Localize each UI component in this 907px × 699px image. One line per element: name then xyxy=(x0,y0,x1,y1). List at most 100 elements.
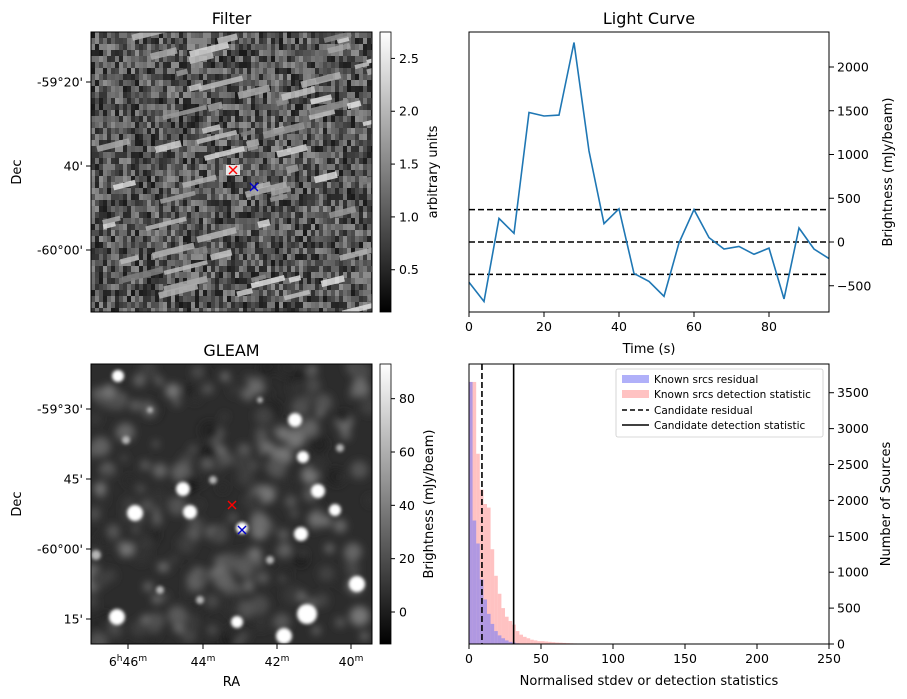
hist-bar-detection xyxy=(559,642,563,644)
lightcurve-ytick-label: 1500 xyxy=(837,103,869,118)
gleam-ytick-label: -60°00' xyxy=(37,542,83,557)
filter-marker-red xyxy=(228,165,238,175)
hist-bar-detection xyxy=(515,631,520,644)
gleam-colorbar-tick: 20 xyxy=(399,551,415,566)
histogram-ytick-label: 1000 xyxy=(837,565,869,580)
gleam-marker-red xyxy=(227,500,237,510)
lightcurve-xtick-label: 80 xyxy=(761,319,777,334)
hist-bar-detection xyxy=(530,639,534,644)
lightcurve-ytick-label: 2000 xyxy=(837,60,869,75)
filter-marker-blue xyxy=(249,182,259,192)
histogram-ytick-label: 500 xyxy=(837,601,861,616)
lightcurve-ytick-label: 0 xyxy=(837,235,845,250)
histogram-xlabel: Normalised stdev or detection statistics xyxy=(520,674,779,689)
hist-bar-detection xyxy=(494,575,498,644)
lightcurve-xtick-label: 0 xyxy=(465,319,473,334)
hist-bar-detection xyxy=(541,641,545,644)
gleam-xtick-label: 42m xyxy=(265,654,290,669)
hist-bar-residual xyxy=(476,543,480,644)
legend-label-candidate-detection: Candidate detection statistic xyxy=(654,420,806,432)
lightcurve-ytick-label: 500 xyxy=(837,191,861,206)
histogram-ytick-label: 1500 xyxy=(837,529,869,544)
histogram-xtick-label: 0 xyxy=(465,651,473,666)
gleam-colorbar-tick: 80 xyxy=(399,391,415,406)
hist-bar-detection xyxy=(497,593,502,644)
histogram-ytick-label: 3000 xyxy=(837,421,869,436)
hist-bar-detection xyxy=(562,642,567,644)
lightcurve-xlabel: Time (s) xyxy=(622,342,676,357)
hist-bar-residual xyxy=(508,641,513,644)
hist-bar-detection xyxy=(551,642,556,644)
histogram-ytick-label: 2000 xyxy=(837,493,869,508)
filter-colorbar-tick: 1.0 xyxy=(399,209,419,224)
hist-bar-detection xyxy=(555,642,559,644)
hist-bar-detection xyxy=(519,634,523,644)
histogram-ylabel: Number of Sources xyxy=(879,442,894,567)
hist-bar-residual xyxy=(469,381,473,644)
filter-title: Filter xyxy=(212,9,252,28)
histogram-xtick-label: 200 xyxy=(745,651,769,666)
lightcurve-ytick-label: 1000 xyxy=(837,147,869,162)
histogram-legend: Known srcs residual Known srcs detection… xyxy=(615,368,824,438)
hist-bar-residual xyxy=(483,599,487,644)
filter-colorbar-tick: 2.0 xyxy=(399,104,419,119)
gleam-colorbar-label: Brightness (mJy/beam) xyxy=(422,430,437,579)
gleam-colorbar-tick: 0 xyxy=(399,605,407,620)
filter-panel: Filter -59°20' 40' -60°00' Dec 0.5 1.0 1.5 2.… xyxy=(10,9,441,313)
hist-bar-residual xyxy=(472,520,477,644)
gleam-xtick-label: 40m xyxy=(339,654,364,669)
gleam-ytick-label: 45' xyxy=(64,472,83,487)
gleam-colorbar-tick: 60 xyxy=(399,445,415,460)
gleam-title: GLEAM xyxy=(203,341,259,360)
lightcurve-ytick-label: −500 xyxy=(837,278,871,293)
hist-bar-detection xyxy=(523,636,527,644)
hist-bar-detection xyxy=(472,381,477,644)
hist-bar-detection xyxy=(487,507,491,644)
filter-colorbar-tick: 0.5 xyxy=(399,262,419,277)
histogram-ytick-label: 0 xyxy=(837,637,845,652)
histogram-ytick-label: 3500 xyxy=(837,385,869,400)
filter-colorbar-tick: 2.5 xyxy=(399,51,419,66)
histogram-xtick-label: 150 xyxy=(673,651,697,666)
filter-ytick-label: -60°00' xyxy=(37,243,83,258)
histogram-xtick-label: 50 xyxy=(533,651,549,666)
hist-bar-detection xyxy=(533,640,538,644)
hist-bar-residual xyxy=(487,613,491,644)
hist-bar-residual xyxy=(490,623,495,644)
gleam-panel: GLEAM -59°30' 45' -60°00' 15' 6h46m 44m 42m 40… xyxy=(10,341,437,690)
lightcurve-series-line xyxy=(468,42,830,304)
filter-ylabel: Dec xyxy=(10,159,25,184)
lightcurve-xtick-label: 20 xyxy=(536,319,552,334)
gleam-image xyxy=(91,370,365,644)
filter-ytick-label: 40' xyxy=(64,159,83,174)
hist-bar-detection xyxy=(501,608,505,644)
filter-image xyxy=(91,32,372,312)
lightcurve-panel: Light Curve 0 20 40 60 80 −500 0 500 1000 1500 20… xyxy=(465,9,896,357)
histogram-xtick-label: 100 xyxy=(601,651,625,666)
hist-bar-detection xyxy=(505,616,509,644)
filter-colorbar-label: arbitrary units xyxy=(426,125,441,218)
hist-bar-detection xyxy=(526,638,531,644)
filter-colorbar xyxy=(379,31,392,313)
filter-colorbar-tick: 1.5 xyxy=(399,157,419,172)
gleam-colorbar-tick: 40 xyxy=(399,498,415,513)
gleam-marker-blue xyxy=(237,525,247,535)
hist-bar-detection xyxy=(537,641,541,644)
hist-bar-detection xyxy=(548,641,552,644)
gleam-ytick-label: -59°30' xyxy=(37,402,83,417)
lightcurve-xtick-label: 60 xyxy=(686,319,702,334)
hist-bar-detection xyxy=(544,641,549,644)
filter-ytick-label: -59°20' xyxy=(37,75,83,90)
hist-bar-residual xyxy=(505,640,509,644)
gleam-colorbar xyxy=(379,363,392,645)
hist-bar-detection xyxy=(483,504,487,644)
hist-bar-residual xyxy=(497,635,502,644)
gleam-ylabel: Dec xyxy=(10,491,25,516)
hist-bar-detection xyxy=(490,549,495,644)
legend-label-candidate-residual: Candidate residual xyxy=(654,405,753,417)
legend-label-detection: Known srcs detection statistic xyxy=(654,389,811,401)
histogram-xtick-label: 250 xyxy=(817,651,841,666)
lightcurve-xtick-label: 40 xyxy=(611,319,627,334)
lightcurve-ylabel: Brightness (mJy/beam) xyxy=(881,98,896,247)
